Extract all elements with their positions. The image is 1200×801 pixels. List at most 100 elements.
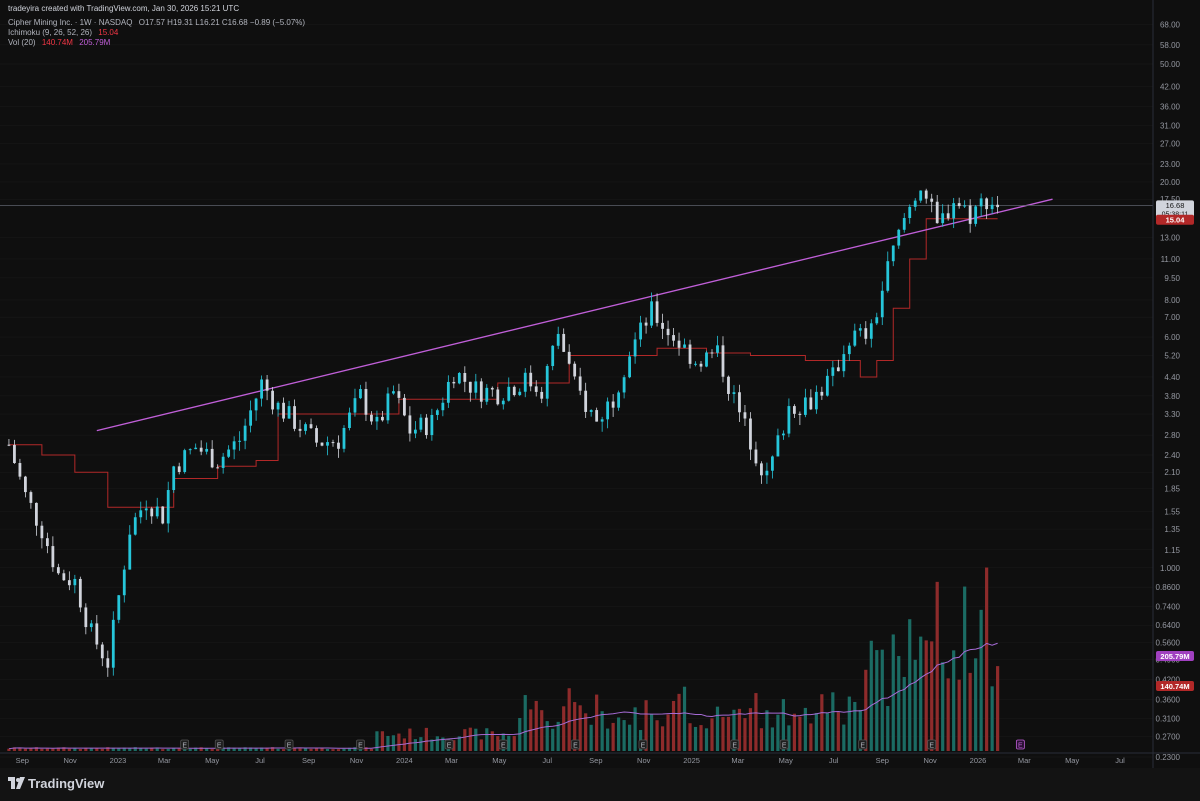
candle-body [639,322,642,340]
volume-bar [342,748,346,751]
volume-bar [314,748,319,751]
volume-bar [128,748,132,751]
candle-body [974,206,978,224]
price-tick-label: 0.7400 [1156,603,1181,612]
volume-legend[interactable]: Vol (20) 140.74M 205.79M [8,38,114,47]
candle-body [897,229,901,246]
time-axis[interactable]: Sep Nov 2023 Mar May Jul Sep Nov 2024 Mar May Jul Se… [16,756,1126,765]
volume-bar [518,717,522,751]
volume-bar [468,727,472,751]
candle-body [337,442,340,449]
price-tick-label: 8.00 [1164,296,1180,305]
candle-body [364,389,368,415]
price-tick-label: 23.00 [1160,160,1181,169]
volume-bar [435,736,439,751]
candle-body [501,400,505,405]
volume-ma-line [8,642,998,750]
candle-body [672,335,675,341]
candle-body [683,344,686,348]
volume-bar [353,747,357,751]
candle-body [490,387,494,390]
candle-body [628,356,632,378]
candle-body [73,578,77,586]
volume-bar [671,700,676,751]
earnings-marker [730,739,740,750]
gridlines [0,24,1153,758]
candle-body [699,363,703,367]
candle-body [128,534,132,570]
price-tick-label: 2.80 [1164,431,1180,440]
volume-bar [551,728,555,751]
volume-bar [743,718,747,751]
candle-body [924,190,928,199]
price-tick-label: 0.3600 [1156,695,1181,704]
volume-bar [968,672,972,751]
candle-body [743,412,747,419]
candle-body [287,406,291,419]
volume-bar [996,666,1000,751]
volume-bar [902,676,906,751]
volume-bar [765,710,769,751]
volume-bar [677,693,681,751]
candle-body [227,449,231,457]
volume-bar [496,736,500,751]
candle-body [243,425,247,441]
candle-body [24,476,27,493]
volume-bar [199,747,203,751]
candle-body [622,377,626,393]
volume-bar [34,747,38,751]
earnings-marker-label: E [358,743,363,750]
candle-body [293,406,296,429]
volume-bar [111,747,115,751]
volume-bar [336,749,341,751]
candle-body [232,441,236,450]
candle-body [617,392,621,408]
volume-bar [408,728,412,751]
candle-body [133,517,137,535]
earnings-marker [214,739,224,750]
candle-body [309,424,313,429]
symbol-legend[interactable]: Cipher Mining Inc. · 1W · NASDAQ O17.57 … [8,18,309,27]
volume-bar [979,609,983,751]
volume-bar [441,737,445,751]
volume-bar [941,662,945,751]
volume-bar [935,581,939,751]
candle-body [589,410,593,412]
volume-bar [386,735,390,751]
candle-body [370,414,373,422]
candle-body [106,658,110,668]
trendline[interactable] [96,198,1053,432]
candle-body [902,218,906,230]
candle-body [688,344,692,364]
ichimoku-legend[interactable]: Ichimoku (9, 26, 52, 26) 15.04 [8,28,122,37]
time-tick-label: Sep [876,756,889,765]
volume-label: Vol (20) [8,38,36,47]
price-tick-label: 17.50 [1160,195,1181,204]
volume-bar [391,735,396,751]
candle-body [666,328,670,336]
candle-body [304,424,307,431]
volume-bar [40,748,44,751]
time-tick-label: Mar [731,756,744,765]
volume-bar [809,723,813,751]
candle-body [359,389,362,399]
candle-body [732,392,736,394]
volume-bar [397,733,401,751]
time-tick-label: Nov [350,756,364,765]
earnings-marker-label: E [641,743,646,750]
earnings-marker-label: E [732,743,737,750]
volume-bar [606,728,610,751]
volume-bar [463,729,467,751]
volume-bar [913,659,917,751]
candle-body [89,623,93,628]
volume-bar [781,699,786,751]
candle-body [403,397,406,416]
volume-bar [254,748,258,751]
candle-body [221,456,225,468]
earnings-marker-label: E [573,743,578,750]
price-axis[interactable]: 68.00 58.00 50.00 42.00 36.00 31.00 27.00 23.00… [1156,20,1181,762]
candle-body [765,470,769,476]
